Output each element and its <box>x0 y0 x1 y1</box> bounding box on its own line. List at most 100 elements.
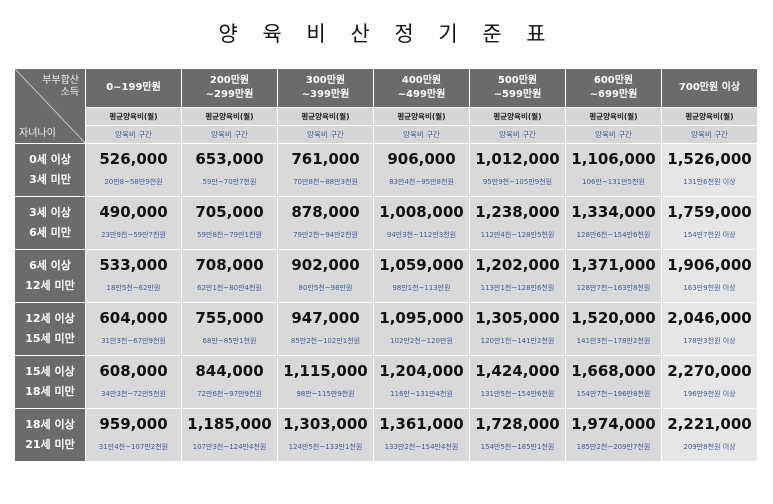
table-cell: 2,046,000 178만3천원 이상 <box>661 302 758 356</box>
avg-support-label: 평균양육비(월) <box>565 107 662 126</box>
avg-support-amount: 1,728,000 <box>475 415 560 433</box>
table-cell: 1,305,000 120만1천~141만2천원 <box>469 302 566 356</box>
avg-support-amount: 1,974,000 <box>571 415 656 433</box>
age-range-label: 18세 이상 <box>25 418 75 431</box>
avg-support-amount: 1,424,000 <box>475 362 560 380</box>
table-cell: 1,974,000 185만2천~209만7천원 <box>565 408 662 462</box>
avg-support-amount: 1,115,000 <box>283 362 368 380</box>
income-column-header: 400만원 ~499만원 <box>373 68 470 108</box>
support-range-value: 209만8천원 이상 <box>683 443 736 451</box>
avg-support-amount: 526,000 <box>99 150 168 168</box>
table-cell: 844,000 72만6천~97만9천원 <box>181 355 278 409</box>
age-range-label: 21세 미만 <box>25 438 75 451</box>
age-range-header: 12세 이상 15세 미만 <box>14 302 86 356</box>
support-range-value: 62만1천~80만4천원 <box>197 284 262 292</box>
support-range-value: 120만1천~141만2천원 <box>480 337 555 345</box>
avg-support-amount: 1,059,000 <box>379 256 464 274</box>
avg-support-label: 평균양육비(월) <box>469 107 566 126</box>
support-range-value: 106만~131만5천원 <box>582 178 645 186</box>
avg-support-amount: 490,000 <box>99 203 168 221</box>
table-cell: 902,000 80만5천~98만원 <box>277 249 374 303</box>
support-range-value: 80만5천~98만원 <box>298 284 353 292</box>
age-range-label: 6세 미만 <box>29 226 71 239</box>
avg-support-label: 평균양육비(월) <box>181 107 278 126</box>
table-cell: 705,000 59만8천~79만1천원 <box>181 196 278 250</box>
support-range-value: 163만9천원 이상 <box>683 284 736 292</box>
avg-support-amount: 1,520,000 <box>571 309 656 327</box>
support-range-value: 113만1천~128만6천원 <box>480 284 555 292</box>
avg-support-amount: 906,000 <box>387 150 456 168</box>
table-cell: 1,202,000 113만1천~128만6천원 <box>469 249 566 303</box>
avg-support-amount: 608,000 <box>99 362 168 380</box>
avg-support-amount: 1,759,000 <box>667 203 752 221</box>
support-range-label: 양육비 구간 <box>469 125 566 144</box>
avg-support-label: 평균양육비(월) <box>85 107 182 126</box>
table-cell: 604,000 31만3천~67만9천원 <box>85 302 182 356</box>
avg-support-amount: 1,906,000 <box>667 256 752 274</box>
support-range-value: 124만5천~133만1천원 <box>288 443 363 451</box>
age-range-header: 6세 이상 12세 미만 <box>14 249 86 303</box>
support-range-value: 31만3천~67만9천원 <box>101 337 166 345</box>
income-column-header: 300만원 ~399만원 <box>277 68 374 108</box>
table-cell: 755,000 68만~85만1천원 <box>181 302 278 356</box>
support-range-value: 79만2천~94만2천원 <box>293 231 358 239</box>
age-axis-label: 자녀나이 <box>19 128 56 139</box>
table-cell: 1,303,000 124만5천~133만1천원 <box>277 408 374 462</box>
avg-support-amount: 2,221,000 <box>667 415 752 433</box>
avg-support-amount: 844,000 <box>195 362 264 380</box>
support-range-value: 133만2천~154만4천원 <box>384 443 459 451</box>
support-range-value: 128만6천~154만6천원 <box>576 231 651 239</box>
age-range-label: 6세 이상 <box>29 259 71 272</box>
support-range-value: 20만8~58만9천원 <box>104 178 163 186</box>
table-cell: 2,270,000 196만9천원 이상 <box>661 355 758 409</box>
table-cell: 878,000 79만2천~94만2천원 <box>277 196 374 250</box>
table-cell: 1,371,000 128만7천~163만8천원 <box>565 249 662 303</box>
table-row: 12세 이상 15세 미만 604,000 31만3천~67만9천원 755,000 68… <box>14 302 758 356</box>
avg-support-amount: 959,000 <box>99 415 168 433</box>
age-range-label: 12세 미만 <box>25 279 75 292</box>
support-range-value: 107만3천~124만4천원 <box>192 443 267 451</box>
avg-support-amount: 708,000 <box>195 256 264 274</box>
table-cell: 1,668,000 154만7천~196만8천원 <box>565 355 662 409</box>
support-range-value: 83만4천~95만8천원 <box>389 178 454 186</box>
table-corner-header: 부부합산 소득 자녀나이 <box>14 68 86 144</box>
avg-support-amount: 1,008,000 <box>379 203 464 221</box>
income-column-header: 500만원 ~599만원 <box>469 68 566 108</box>
table-cell: 1,106,000 106만~131만5천원 <box>565 143 662 197</box>
support-range-value: 98만~115만9천원 <box>296 390 355 398</box>
table-cell: 1,334,000 128만6천~154만6천원 <box>565 196 662 250</box>
table-cell: 959,000 31만4천~107만2천원 <box>85 408 182 462</box>
table-cell: 1,185,000 107만3천~124만4천원 <box>181 408 278 462</box>
support-range-value: 131만6천원 이상 <box>683 178 736 186</box>
income-column-header: 700만원 이상 <box>661 68 758 108</box>
support-range-label: 양육비 구간 <box>181 125 278 144</box>
avg-support-label: 평균양육비(월) <box>373 107 470 126</box>
table-cell: 1,238,000 112만4천~128만5천원 <box>469 196 566 250</box>
support-range-value: 196만9천원 이상 <box>683 390 736 398</box>
avg-support-amount: 1,526,000 <box>667 150 752 168</box>
avg-support-amount: 1,106,000 <box>571 150 656 168</box>
avg-support-label: 평균양육비(월) <box>277 107 374 126</box>
income-axis-label: 부부합산 소득 <box>42 75 79 98</box>
support-range-label: 양육비 구간 <box>85 125 182 144</box>
support-range-value: 59만~70만7천원 <box>202 178 257 186</box>
table-cell: 947,000 85만2천~102만1천원 <box>277 302 374 356</box>
support-range-value: 18만5천~62만원 <box>106 284 161 292</box>
avg-support-amount: 1,012,000 <box>475 150 560 168</box>
avg-support-amount: 761,000 <box>291 150 360 168</box>
support-range-value: 85만2천~102만1천원 <box>290 337 361 345</box>
table-cell: 1,361,000 133만2천~154만4천원 <box>373 408 470 462</box>
support-range-value: 59만8천~79만1천원 <box>197 231 262 239</box>
support-range-value: 154만7천~196만8천원 <box>576 390 651 398</box>
avg-support-amount: 1,668,000 <box>571 362 656 380</box>
support-range-value: 31만4천~107만2천원 <box>98 443 169 451</box>
avg-support-amount: 878,000 <box>291 203 360 221</box>
support-range-value: 185만2천~209만7천원 <box>576 443 651 451</box>
support-range-label: 양육비 구간 <box>277 125 374 144</box>
table-cell: 1,728,000 154만5천~185만1천원 <box>469 408 566 462</box>
age-range-header: 15세 이상 18세 미만 <box>14 355 86 409</box>
support-range-value: 112만4천~128만5천원 <box>480 231 555 239</box>
age-range-label: 3세 미만 <box>29 173 71 186</box>
avg-support-amount: 2,270,000 <box>667 362 752 380</box>
avg-support-amount: 1,185,000 <box>187 415 272 433</box>
